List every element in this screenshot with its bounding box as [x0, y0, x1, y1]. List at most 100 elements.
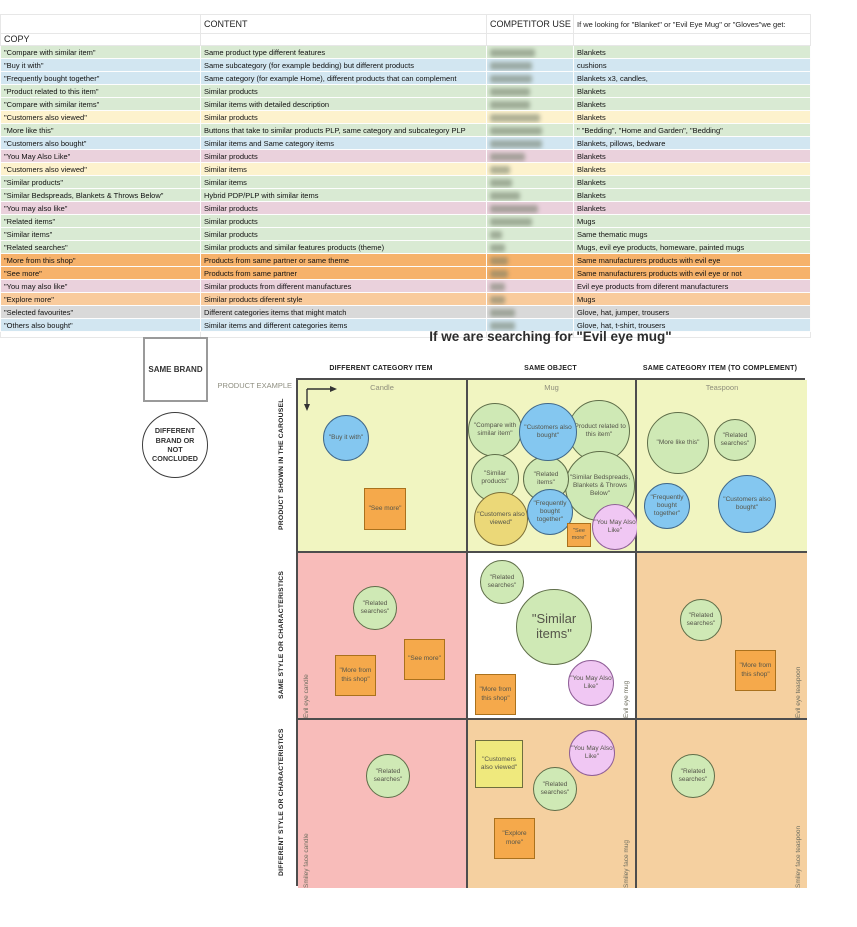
carousel-bubble[interactable]: "Frequently bought together"	[527, 489, 573, 535]
result-cell[interactable]: Blankets	[573, 201, 811, 215]
content-cell[interactable]: Similar items with detailed description	[200, 97, 487, 111]
competitor-cell[interactable]	[486, 305, 574, 319]
header-result[interactable]: If we looking for "Blanket" or "Evil Eye…	[573, 14, 811, 34]
result-cell[interactable]: Mugs	[573, 292, 811, 306]
competitor-cell[interactable]	[486, 136, 574, 150]
result-cell[interactable]: Glove, hat, jumper, trousers	[573, 305, 811, 319]
carousel-bubble[interactable]: "Related searches"	[671, 754, 715, 798]
carousel-tile[interactable]: "More from this shop"	[335, 655, 376, 696]
copy-cell[interactable]: "Related items"	[0, 214, 201, 228]
header-content[interactable]: CONTENT	[200, 14, 487, 34]
carousel-bubble[interactable]: "You May Also Like"	[568, 660, 614, 706]
copy-cell[interactable]: "Compare with similar items"	[0, 97, 201, 111]
competitor-cell[interactable]	[486, 175, 574, 189]
content-cell[interactable]: Similar products diferent style	[200, 292, 487, 306]
carousel-bubble[interactable]: "Related searches"	[480, 560, 524, 604]
competitor-cell[interactable]	[486, 253, 574, 267]
copy-cell[interactable]: "Related searches"	[0, 240, 201, 254]
header-empty[interactable]	[0, 14, 201, 34]
competitor-cell[interactable]	[486, 110, 574, 124]
copy-cell[interactable]: "Product related to this item"	[0, 84, 201, 98]
result-cell[interactable]: Evil eye products from diferent manufact…	[573, 279, 811, 293]
content-cell[interactable]: Similar items and Same category items	[200, 136, 487, 150]
content-cell[interactable]: Similar products	[200, 214, 487, 228]
content-cell[interactable]: Similar products	[200, 227, 487, 241]
result-cell[interactable]: Blankets, pillows, bedware	[573, 136, 811, 150]
copy-cell[interactable]: "See more"	[0, 266, 201, 280]
carousel-tile[interactable]: "More from this shop"	[475, 674, 516, 715]
result-cell[interactable]: Same manufacturers products with evil ey…	[573, 266, 811, 280]
copy-cell[interactable]: "You may also like"	[0, 279, 201, 293]
content-cell[interactable]: Buttons that take to similar products PL…	[200, 123, 487, 137]
result-cell[interactable]: Same manufacturers products with evil ey…	[573, 253, 811, 267]
copy-cell[interactable]: "Selected favourites"	[0, 305, 201, 319]
content-cell[interactable]: Same category (for example Home), differ…	[200, 71, 487, 85]
result-cell[interactable]: Mugs, evil eye products, homeware, paint…	[573, 240, 811, 254]
result-cell[interactable]: Blankets	[573, 149, 811, 163]
competitor-cell[interactable]	[486, 279, 574, 293]
content-cell[interactable]: Similar items	[200, 162, 487, 176]
result-cell[interactable]: " "Bedding", "Home and Garden", "Bedding…	[573, 123, 811, 137]
competitor-cell[interactable]	[486, 162, 574, 176]
competitor-cell[interactable]	[486, 97, 574, 111]
copy-cell[interactable]: "Buy it with"	[0, 58, 201, 72]
content-cell[interactable]: Products from same partner or same theme	[200, 253, 487, 267]
competitor-cell[interactable]	[486, 214, 574, 228]
carousel-bubble[interactable]: "Related searches"	[680, 599, 722, 641]
competitor-cell[interactable]	[486, 292, 574, 306]
result-cell[interactable]: Blankets x3, candles,	[573, 71, 811, 85]
carousel-bubble[interactable]: "You May Also Like"	[592, 504, 638, 550]
carousel-bubble[interactable]: "Buy it with"	[323, 415, 369, 461]
result-cell[interactable]: Blankets	[573, 84, 811, 98]
result-cell[interactable]: Blankets	[573, 188, 811, 202]
content-cell[interactable]: Similar products	[200, 84, 487, 98]
carousel-bubble[interactable]: "Related searches"	[366, 754, 410, 798]
copy-cell[interactable]: "Customers also viewed"	[0, 110, 201, 124]
result-cell[interactable]: Blankets	[573, 110, 811, 124]
content-cell[interactable]: Similar products and similar features pr…	[200, 240, 487, 254]
carousel-tile[interactable]: "See more"	[364, 488, 406, 530]
carousel-bubble[interactable]: "Compare with similar item"	[468, 403, 522, 457]
carousel-bubble[interactable]: "Customers also bought"	[519, 403, 577, 461]
result-cell[interactable]: Blankets	[573, 45, 811, 59]
carousel-tile[interactable]: "See more"	[404, 639, 445, 680]
result-cell[interactable]: Blankets	[573, 97, 811, 111]
legend-same-brand-shape[interactable]: SAME BRAND	[143, 337, 208, 402]
copy-cell[interactable]: "Customers also viewed"	[0, 162, 201, 176]
carousel-bubble[interactable]: "Product related to this item"	[568, 400, 630, 462]
copy-cell[interactable]: "You May Also Like"	[0, 149, 201, 163]
content-cell[interactable]: Similar products	[200, 110, 487, 124]
competitor-cell[interactable]	[486, 266, 574, 280]
copy-cell[interactable]: "You may also like"	[0, 201, 201, 215]
result-cell[interactable]: Blankets	[573, 175, 811, 189]
competitor-cell[interactable]	[486, 123, 574, 137]
competitor-cell[interactable]	[486, 58, 574, 72]
carousel-tile[interactable]: "See more"	[567, 523, 591, 547]
copy-cell[interactable]: "Others also bought"	[0, 318, 201, 332]
copy-cell[interactable]: "More like this"	[0, 123, 201, 137]
carousel-bubble[interactable]: "Related searches"	[533, 767, 577, 811]
result-cell[interactable]: Same thematic mugs	[573, 227, 811, 241]
competitor-cell[interactable]	[486, 227, 574, 241]
content-cell[interactable]: Similar items and different categories i…	[200, 318, 487, 332]
content-cell[interactable]: Hybrid PDP/PLP with similar items	[200, 188, 487, 202]
competitor-cell[interactable]	[486, 149, 574, 163]
copy-cell[interactable]: "Compare with similar item"	[0, 45, 201, 59]
carousel-bubble[interactable]: "Related searches"	[714, 419, 756, 461]
competitor-cell[interactable]	[486, 84, 574, 98]
carousel-tile[interactable]: "More from this shop"	[735, 650, 776, 691]
content-cell[interactable]: Similar products	[200, 149, 487, 163]
carousel-bubble[interactable]: "Similar items"	[516, 589, 592, 665]
carousel-bubble[interactable]: "Related searches"	[353, 586, 397, 630]
content-cell[interactable]: Same subcategory (for example bedding) b…	[200, 58, 487, 72]
carousel-bubble[interactable]: "Customers also bought"	[718, 475, 776, 533]
content-cell[interactable]: Products from same partner	[200, 266, 487, 280]
content-cell[interactable]: Different categories items that might ma…	[200, 305, 487, 319]
copy-cell[interactable]: "Similar items"	[0, 227, 201, 241]
empty-cell[interactable]	[573, 331, 811, 338]
carousel-bubble[interactable]: "Frequently bought together"	[644, 483, 690, 529]
competitor-cell[interactable]	[486, 45, 574, 59]
result-cell[interactable]: Mugs	[573, 214, 811, 228]
header-copy[interactable]: COPY	[0, 33, 201, 46]
copy-cell[interactable]: "Explore more"	[0, 292, 201, 306]
